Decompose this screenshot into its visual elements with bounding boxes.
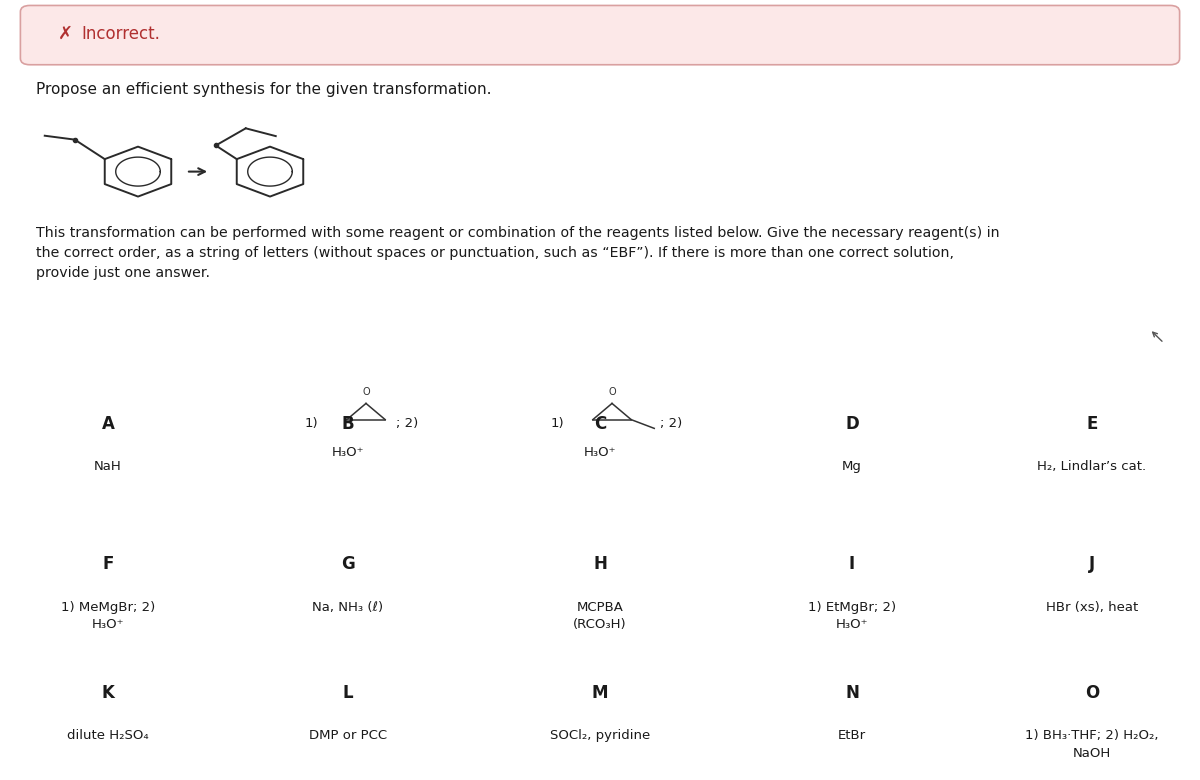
Text: This transformation can be performed with some reagent or combination of the rea: This transformation can be performed wit…: [36, 226, 1000, 280]
Text: O: O: [362, 387, 370, 397]
Text: NaH: NaH: [94, 460, 122, 473]
Text: O: O: [1085, 684, 1099, 702]
Text: 1) MeMgBr; 2)
H₃O⁺: 1) MeMgBr; 2) H₃O⁺: [61, 601, 155, 631]
Text: 1) BH₃·THF; 2) H₂O₂,
NaOH: 1) BH₃·THF; 2) H₂O₂, NaOH: [1025, 729, 1159, 760]
Text: Na, NH₃ (ℓ): Na, NH₃ (ℓ): [312, 601, 384, 614]
Text: O: O: [608, 387, 616, 397]
Text: H₃O⁺: H₃O⁺: [331, 446, 365, 459]
Text: F: F: [102, 555, 114, 573]
Text: H₃O⁺: H₃O⁺: [583, 446, 617, 459]
Text: EtBr: EtBr: [838, 729, 866, 743]
Text: Incorrect.: Incorrect.: [82, 25, 161, 44]
Text: ; 2): ; 2): [396, 417, 419, 430]
Text: G: G: [341, 555, 355, 573]
Text: D: D: [845, 415, 859, 433]
FancyBboxPatch shape: [20, 5, 1180, 65]
Text: H₂, Lindlar’s cat.: H₂, Lindlar’s cat.: [1038, 460, 1146, 473]
Text: Propose an efficient synthesis for the given transformation.: Propose an efficient synthesis for the g…: [36, 82, 492, 97]
Text: J: J: [1088, 555, 1096, 573]
Text: N: N: [845, 684, 859, 702]
Text: 1): 1): [551, 417, 564, 430]
Text: dilute H₂SO₄: dilute H₂SO₄: [67, 729, 149, 743]
Text: ; 2): ; 2): [660, 417, 683, 430]
Text: MCPBA
(RCO₃H): MCPBA (RCO₃H): [574, 601, 626, 631]
Text: A: A: [102, 415, 114, 433]
Text: L: L: [343, 684, 353, 702]
Text: I: I: [848, 555, 856, 573]
Text: ✗: ✗: [58, 25, 73, 44]
Text: SOCl₂, pyridine: SOCl₂, pyridine: [550, 729, 650, 743]
Text: Mg: Mg: [842, 460, 862, 473]
Text: 1) EtMgBr; 2)
H₃O⁺: 1) EtMgBr; 2) H₃O⁺: [808, 601, 896, 631]
Text: DMP or PCC: DMP or PCC: [308, 729, 388, 743]
Text: C: C: [594, 415, 606, 433]
Text: E: E: [1086, 415, 1098, 433]
Text: H: H: [593, 555, 607, 573]
Text: M: M: [592, 684, 608, 702]
Text: 1): 1): [305, 417, 318, 430]
Text: B: B: [342, 415, 354, 433]
Text: K: K: [102, 684, 114, 702]
Text: HBr (xs), heat: HBr (xs), heat: [1046, 601, 1138, 614]
